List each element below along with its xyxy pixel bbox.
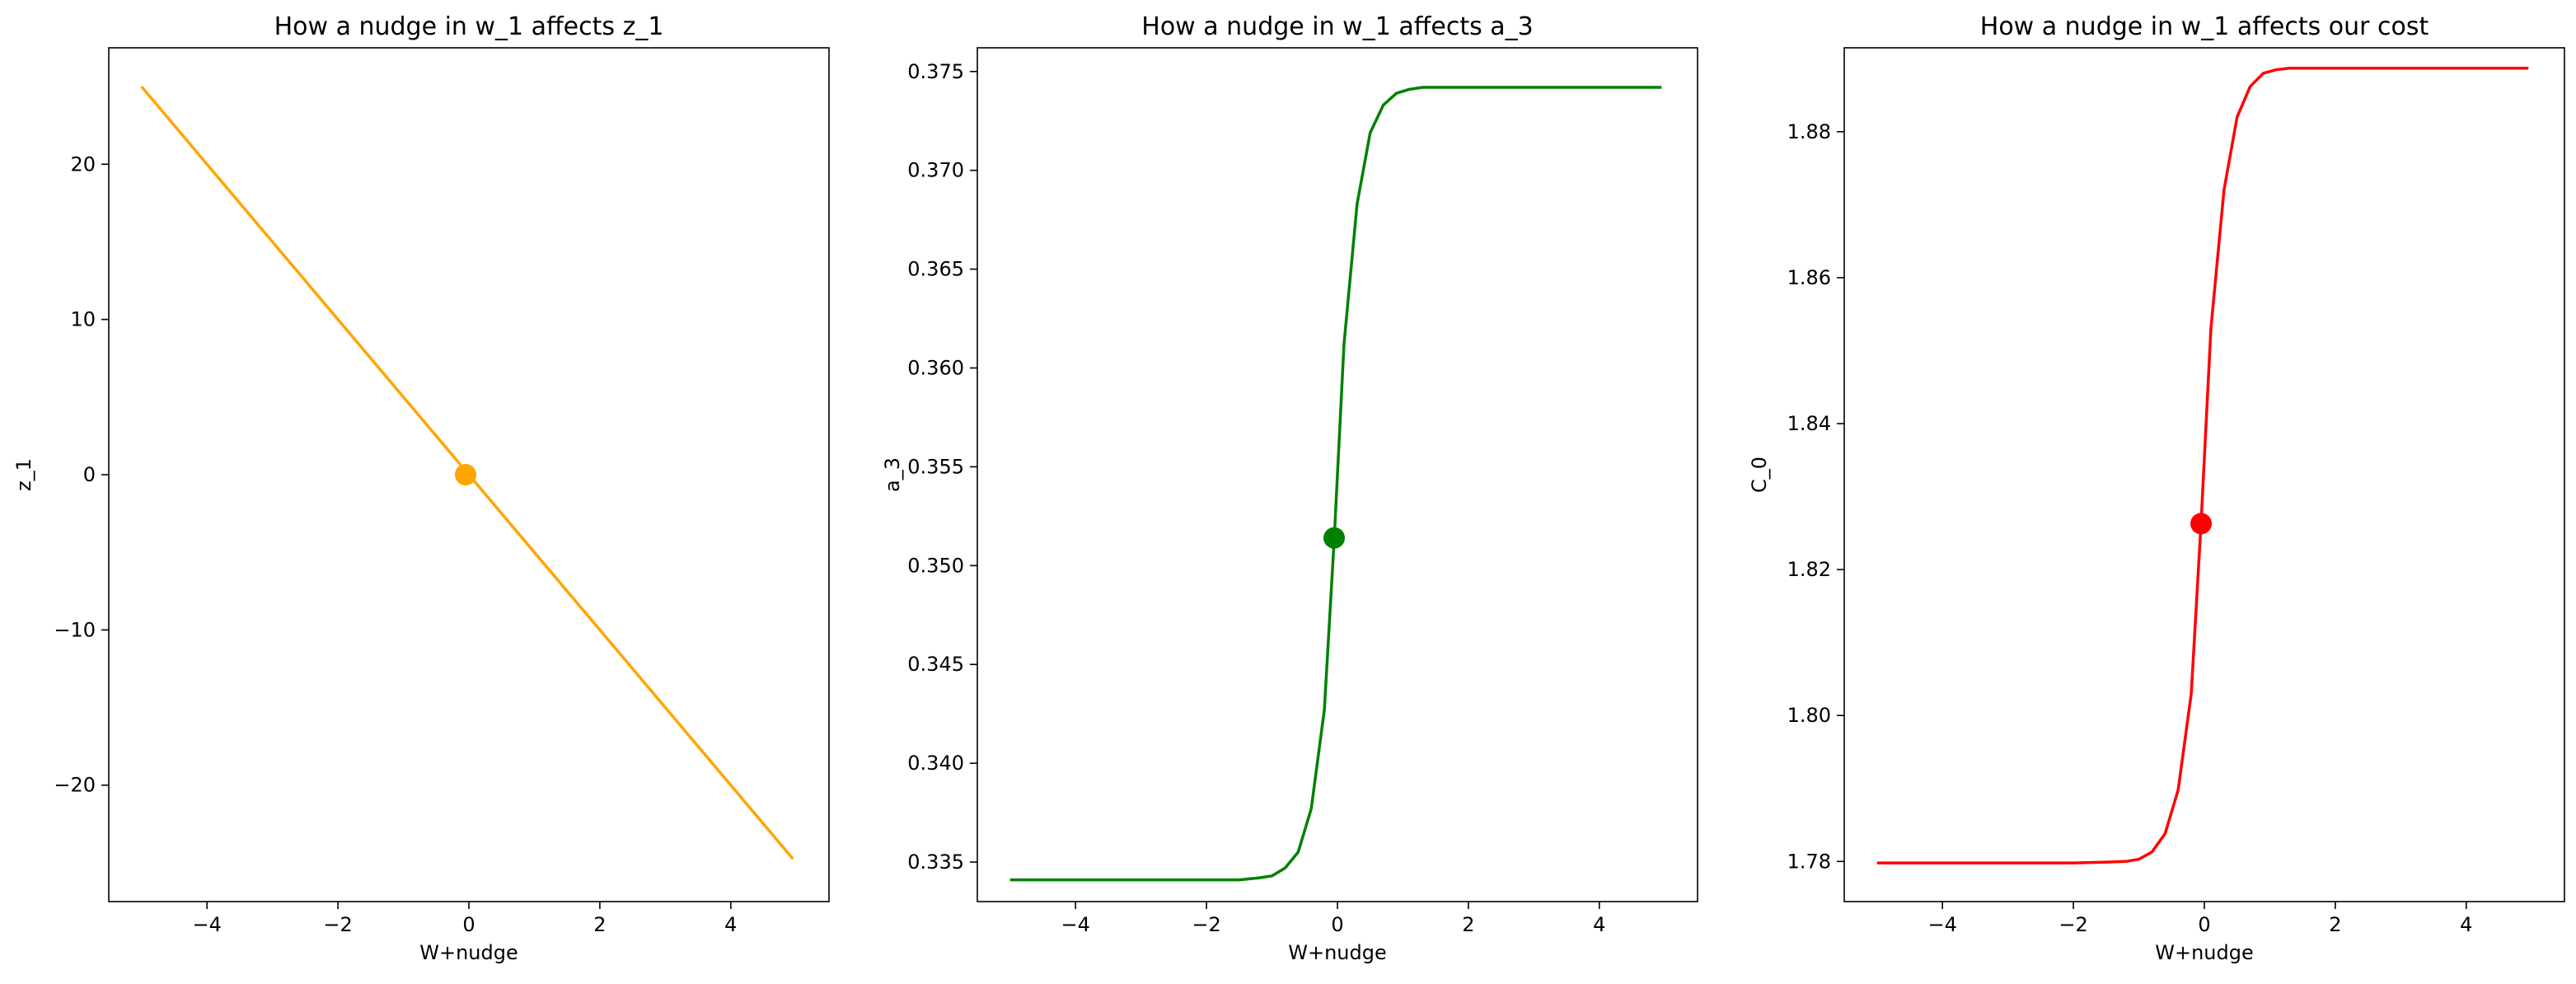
y-tick-label: 0 — [83, 463, 96, 486]
x-axis-label: W+nudge — [1288, 941, 1387, 964]
y-tick-label: 1.82 — [1787, 558, 1831, 581]
subplot-cost: How a nudge in w_1 affects our cost W+nu… — [1748, 12, 2565, 964]
data-point-marker — [1323, 527, 1346, 549]
y-tick-label: 1.80 — [1787, 704, 1831, 727]
x-tick-label: −4 — [192, 913, 221, 936]
y-tick-label: 0.360 — [907, 357, 964, 380]
x-tick-label: −2 — [1192, 913, 1220, 936]
x-tick-label: 0 — [462, 913, 475, 936]
y-axis-label: a_3 — [881, 457, 904, 492]
y-axis-label: z_1 — [12, 458, 35, 491]
x-tick-label: 2 — [1462, 913, 1474, 936]
data-point-marker — [2190, 513, 2213, 535]
x-tick-label: −4 — [1061, 913, 1089, 936]
x-tick-label: −2 — [2058, 913, 2087, 936]
subplot-z1: How a nudge in w_1 affects z_1 W+nudge z… — [12, 12, 830, 964]
y-tick-label: 0.355 — [907, 455, 964, 478]
y-tick-label: 0.335 — [907, 850, 964, 874]
x-tick-label: 2 — [2329, 913, 2341, 936]
x-tick-label: 4 — [724, 913, 737, 936]
x-tick-label: 2 — [593, 913, 606, 936]
x-tick-label: 4 — [2460, 913, 2472, 936]
x-tick-label: 0 — [2198, 913, 2210, 936]
y-tick-label: 0.370 — [907, 159, 964, 182]
y-tick-label: 10 — [70, 308, 96, 331]
chart-title: How a nudge in w_1 affects our cost — [1980, 12, 2429, 41]
x-axis-label: W+nudge — [2155, 941, 2254, 964]
y-tick-label: 20 — [70, 152, 96, 176]
y-tick-label: 0.340 — [907, 752, 964, 775]
y-tick-label: −20 — [54, 774, 96, 797]
x-tick-label: −4 — [1927, 913, 1956, 936]
chart-title: How a nudge in w_1 affects a_3 — [1141, 12, 1533, 41]
chart-title: How a nudge in w_1 affects z_1 — [274, 12, 664, 41]
data-point-marker — [455, 464, 477, 485]
series-line — [1876, 67, 2529, 865]
y-tick-label: 1.88 — [1787, 120, 1831, 143]
x-axis-label: W+nudge — [419, 941, 518, 964]
x-tick-label: 4 — [1593, 913, 1605, 936]
y-tick-label: 1.84 — [1787, 412, 1831, 435]
y-tick-label: 1.86 — [1787, 266, 1831, 289]
y-tick-label: 0.365 — [907, 258, 964, 281]
y-tick-label: 0.350 — [907, 554, 964, 577]
y-tick-label: 0.345 — [907, 653, 964, 676]
y-axis-label: C_0 — [1748, 457, 1771, 493]
series-line — [1009, 86, 1662, 882]
y-tick-label: 0.375 — [907, 60, 964, 83]
subplot-a3: How a nudge in w_1 affects a_3 W+nudge a… — [881, 12, 1698, 964]
x-tick-label: −2 — [323, 913, 352, 936]
y-tick-label: 1.78 — [1787, 850, 1831, 873]
y-tick-label: −10 — [54, 618, 96, 641]
x-tick-label: 0 — [1331, 913, 1343, 936]
